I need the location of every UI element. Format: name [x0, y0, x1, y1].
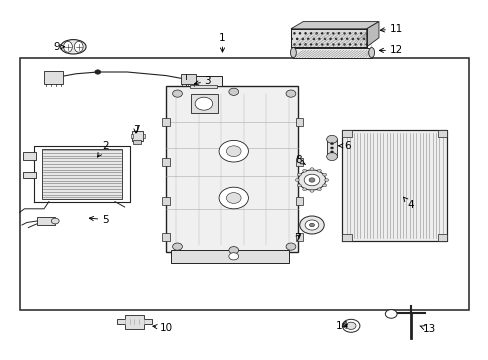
Bar — [295, 233, 303, 241]
Text: 13: 13 — [419, 324, 435, 334]
Bar — [132, 131, 142, 141]
Circle shape — [309, 189, 313, 192]
Circle shape — [228, 88, 238, 95]
Bar — [342, 130, 351, 137]
Bar — [342, 130, 447, 241]
Text: 3: 3 — [194, 76, 211, 86]
Bar — [190, 94, 217, 113]
Bar — [189, 85, 216, 88]
Circle shape — [297, 184, 301, 187]
Circle shape — [326, 153, 337, 161]
Circle shape — [285, 90, 295, 97]
Circle shape — [297, 173, 301, 176]
Circle shape — [326, 135, 337, 143]
Circle shape — [228, 253, 238, 260]
Circle shape — [285, 243, 295, 250]
Text: 10: 10 — [153, 323, 172, 333]
Bar — [437, 130, 447, 137]
Bar — [162, 158, 169, 166]
Circle shape — [226, 193, 241, 203]
Bar — [23, 152, 36, 160]
Circle shape — [295, 179, 299, 181]
Text: 7: 7 — [293, 233, 300, 243]
Polygon shape — [117, 315, 151, 329]
Text: 8: 8 — [294, 155, 305, 165]
Text: 7: 7 — [132, 125, 139, 135]
Ellipse shape — [368, 48, 374, 58]
Bar — [130, 134, 133, 138]
Bar — [185, 76, 222, 86]
Text: 11: 11 — [380, 24, 402, 34]
Ellipse shape — [74, 41, 83, 52]
Bar — [37, 217, 55, 225]
Circle shape — [304, 174, 319, 186]
Circle shape — [195, 97, 212, 110]
Circle shape — [226, 146, 241, 157]
Bar — [290, 29, 366, 47]
Polygon shape — [366, 22, 378, 47]
Bar — [41, 149, 122, 199]
Text: 2: 2 — [97, 141, 108, 157]
Bar — [162, 118, 169, 126]
Text: 1: 1 — [219, 33, 225, 52]
Circle shape — [309, 223, 314, 227]
Circle shape — [342, 319, 359, 332]
Circle shape — [385, 310, 396, 318]
Circle shape — [322, 184, 326, 187]
Ellipse shape — [61, 40, 86, 54]
Text: 4: 4 — [403, 197, 413, 210]
Text: 5: 5 — [89, 215, 108, 225]
Text: 6: 6 — [338, 141, 350, 151]
Circle shape — [302, 169, 306, 172]
Bar — [44, 71, 62, 84]
Circle shape — [298, 170, 325, 190]
Circle shape — [317, 188, 321, 191]
Bar — [20, 58, 468, 310]
Bar — [342, 234, 351, 241]
Bar — [23, 172, 36, 178]
Circle shape — [330, 147, 333, 149]
Circle shape — [302, 188, 306, 191]
Circle shape — [330, 151, 333, 153]
Circle shape — [308, 178, 314, 182]
Circle shape — [219, 187, 248, 209]
Circle shape — [299, 216, 324, 234]
Bar — [162, 197, 169, 205]
Circle shape — [219, 140, 248, 162]
Circle shape — [172, 90, 182, 97]
Polygon shape — [290, 22, 378, 29]
Circle shape — [305, 220, 318, 230]
Ellipse shape — [290, 48, 296, 58]
Bar — [437, 234, 447, 241]
Bar — [171, 250, 288, 263]
Bar — [295, 158, 303, 166]
Bar — [166, 86, 298, 252]
Circle shape — [324, 179, 328, 181]
Circle shape — [346, 322, 355, 329]
Circle shape — [330, 143, 333, 145]
Circle shape — [322, 173, 326, 176]
Text: 12: 12 — [379, 45, 402, 55]
Bar — [142, 134, 145, 138]
Ellipse shape — [63, 41, 72, 52]
Circle shape — [51, 218, 59, 224]
Bar — [162, 233, 169, 241]
Circle shape — [95, 70, 101, 74]
Circle shape — [172, 243, 182, 250]
Circle shape — [309, 168, 313, 171]
Bar — [293, 48, 371, 58]
Text: 9: 9 — [53, 42, 64, 52]
Circle shape — [228, 247, 238, 254]
Text: 14: 14 — [335, 321, 348, 331]
Bar — [181, 74, 195, 84]
Bar — [326, 139, 337, 157]
Bar — [295, 118, 303, 126]
Circle shape — [317, 169, 321, 172]
Bar — [295, 197, 303, 205]
Bar — [133, 140, 141, 144]
